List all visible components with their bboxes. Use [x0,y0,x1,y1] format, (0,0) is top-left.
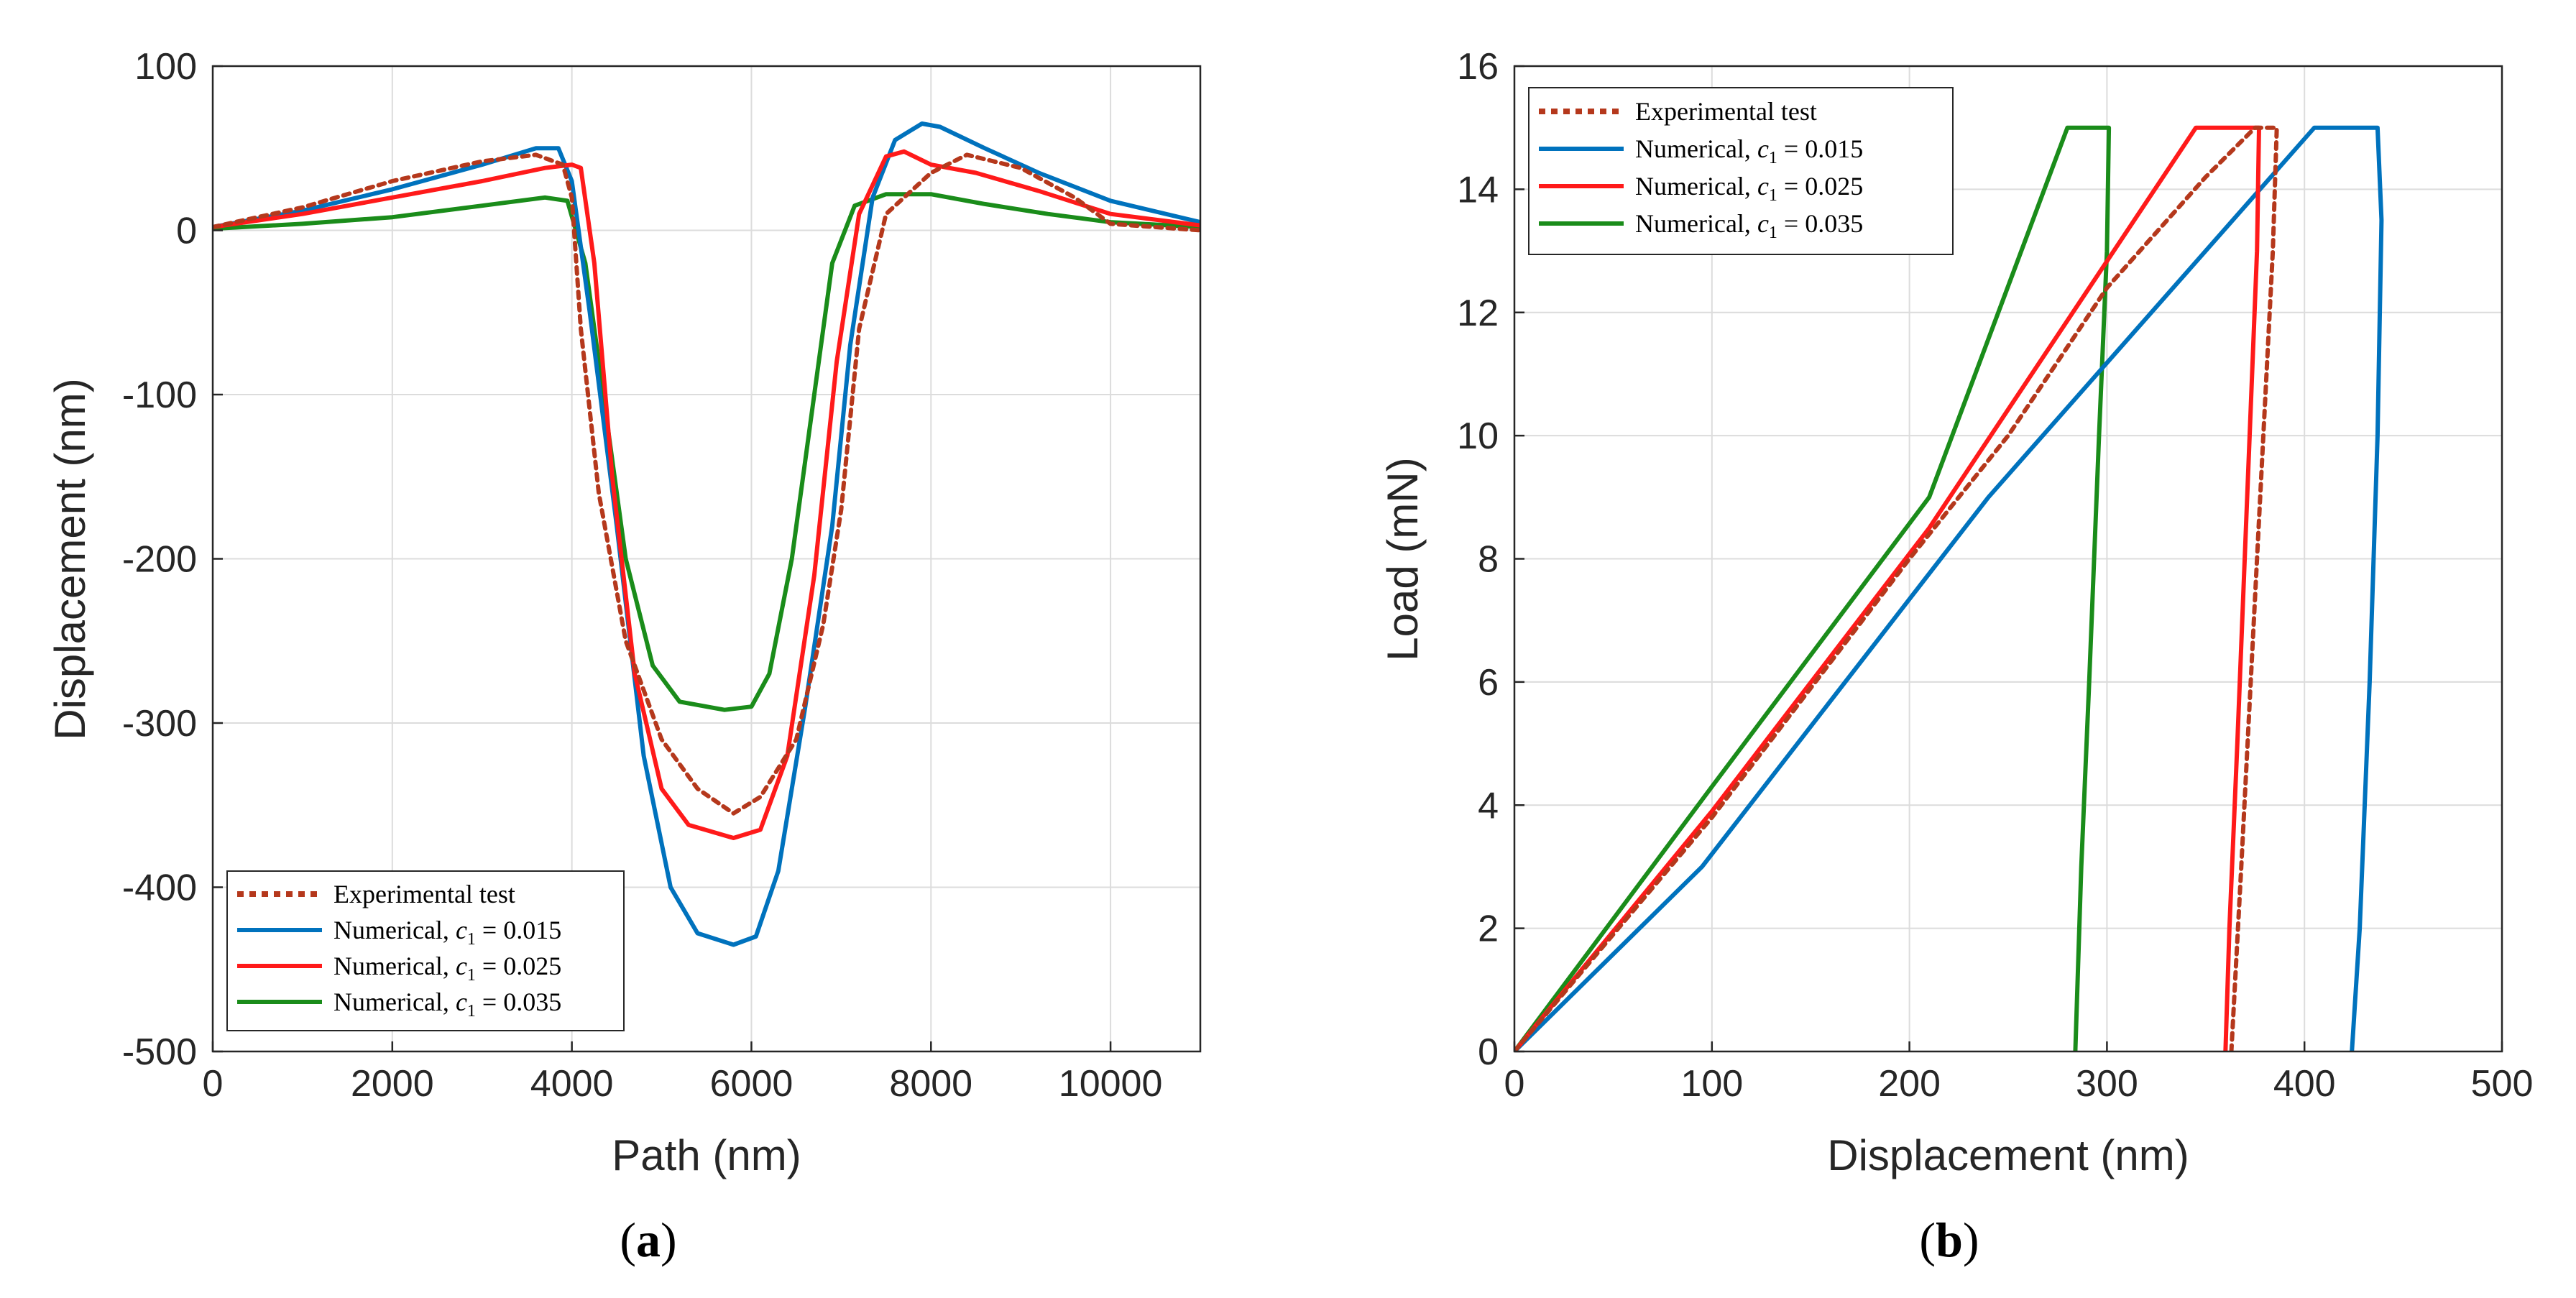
chart-a-xtick-label: 2000 [351,1063,434,1105]
chart-a-ytick-label: -400 [122,867,197,909]
chart-a-ytick-label: -200 [122,539,197,581]
chart-a-xtick-label: 4000 [530,1063,614,1105]
chart-b-xtick-label: 100 [1680,1063,1743,1105]
chart-a-xtick-label: 0 [203,1063,224,1105]
chart-b-legend: Experimental test Numerical, c1 = 0.015 Nu… [1528,87,1954,255]
chart-b-xtick-label: 400 [2273,1063,2336,1105]
chart-b-ytick-label: 0 [1478,1031,1499,1073]
chart-b-ylabel: Load (mN) [1379,457,1427,660]
chart-b-ytick-label: 6 [1478,662,1499,704]
chart-b-legend-label-experimental: Experimental test [1635,97,1817,126]
chart-a-xtick-label: 10000 [1059,1063,1163,1105]
chart-a-ylabel: Displacement (nm) [46,378,94,740]
chart-b-xtick-label: 500 [2471,1063,2534,1105]
chart-b-xtick-label: 200 [1878,1063,1941,1105]
chart-b-ytick-label: 10 [1457,415,1499,457]
chart-b-panel-label: (b) [1919,1212,1979,1267]
chart-b-series-c015 [1514,125,2384,1051]
chart-b-ytick-label: 16 [1457,46,1499,88]
chart-a-legend-label-c025: Numerical, c1 = 0.025 [334,952,561,985]
chart-a-ytick-label: -500 [122,1031,197,1073]
chart-b-xtick-label: 0 [1504,1063,1525,1105]
chart-b-legend-label-c025: Numerical, c1 = 0.025 [1635,172,1863,205]
chart-b-ytick-label: 4 [1478,785,1499,827]
chart-a-xtick-label: 8000 [889,1063,972,1105]
chart-a-legend-label-experimental: Experimental test [334,880,515,908]
chart-a-series [213,121,1200,947]
chart-b-tick-labels: 0 100 200 300 400 500 0 2 4 6 8 10 12 14 16 [1457,46,2533,1105]
chart-a-xlabel: Path (nm) [612,1131,801,1179]
chart-b-ytick-label: 2 [1478,908,1499,950]
chart-b-legend-box [1528,87,1954,255]
chart-a-ytick-label: -100 [122,374,197,416]
chart-b: 0 100 200 300 400 500 0 2 4 6 8 10 12 14 16 Displaceme… [1379,46,2533,1267]
chart-a-ytick-label: 0 [176,211,197,252]
chart-a-xtick-label: 6000 [710,1063,794,1105]
chart-b-legend-label-c035: Numerical, c1 = 0.035 [1635,209,1863,242]
chart-a-series-experimental [213,152,1200,816]
chart-b-legend-label-c015: Numerical, c1 = 0.015 [1635,134,1863,167]
chart-b-ytick-label: 8 [1478,539,1499,581]
chart-b-series-c025 [1514,125,2261,1051]
chart-a-ytick-label: -300 [122,703,197,745]
chart-a-legend-label-c035: Numerical, c1 = 0.035 [334,988,561,1021]
chart-b-ytick-label: 12 [1457,293,1499,334]
chart-a-panel-label: (a) [620,1212,676,1267]
chart-a-series-c025 [213,149,1200,840]
chart-b-xtick-label: 300 [2076,1063,2138,1105]
chart-b-series-c035 [1514,125,2112,1051]
chart-a-series-c035 [213,192,1200,712]
chart-b-series-experimental [1514,125,2279,1051]
chart-a-legend-label-c015: Numerical, c1 = 0.015 [334,916,561,949]
chart-a-ytick-label: 100 [134,46,197,88]
chart-a-tick-labels: 0 2000 4000 6000 8000 10000 -500 -400 -300 -200 -1… [122,46,1162,1105]
chart-a-series-c015 [213,121,1200,947]
chart-a: 0 2000 4000 6000 8000 10000 -500 -400 -300 -200 -1… [46,46,1202,1267]
chart-b-series [1514,125,2384,1051]
chart-b-xlabel: Displacement (nm) [1827,1131,2189,1179]
chart-b-ytick-label: 14 [1457,169,1499,211]
